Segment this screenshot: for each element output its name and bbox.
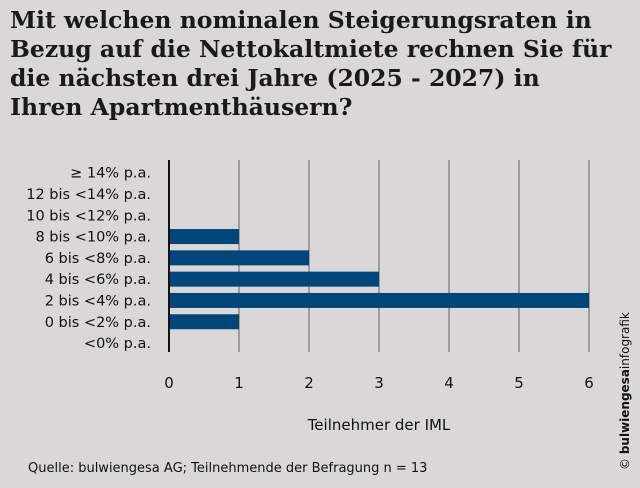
copyright-logo: © bulwiengesainfografik — [618, 312, 632, 470]
y-category-label: 6 bis <8% p.a. — [45, 251, 151, 267]
bar — [169, 250, 309, 266]
y-category-label: 10 bis <12% p.a. — [26, 208, 151, 224]
x-tick-label: 3 — [374, 374, 384, 392]
y-category-label: 8 bis <10% p.a. — [35, 230, 151, 246]
x-tick-label: 5 — [514, 374, 524, 392]
x-tick-label: 0 — [164, 374, 174, 392]
x-tick-label: 2 — [304, 374, 314, 392]
bar — [169, 229, 239, 245]
copyright-brand: bulwiengesa — [618, 369, 632, 455]
y-category-label: 0 bis <2% p.a. — [45, 315, 151, 331]
bar — [169, 314, 239, 330]
x-tick-label: 4 — [444, 374, 454, 392]
y-category-label: <0% p.a. — [84, 336, 151, 352]
y-category-label: 12 bis <14% p.a. — [26, 187, 151, 203]
bar — [169, 271, 379, 287]
bar — [169, 292, 589, 308]
y-category-label: 4 bis <6% p.a. — [45, 272, 151, 288]
x-tick-label: 1 — [234, 374, 244, 392]
chart-title: Mit welchen nominalen Steigerungsraten i… — [10, 6, 612, 121]
x-axis-title: Teilnehmer der IML — [307, 416, 451, 434]
y-category-label: 2 bis <4% p.a. — [45, 293, 151, 309]
copyright-symbol: © — [618, 458, 632, 470]
y-category-label: ≥ 14% p.a. — [70, 166, 151, 182]
source-note: Quelle: bulwiengesa AG; Teilnehmende der… — [28, 461, 428, 476]
x-tick-label: 6 — [584, 374, 594, 392]
copyright-suffix: infografik — [618, 312, 632, 370]
